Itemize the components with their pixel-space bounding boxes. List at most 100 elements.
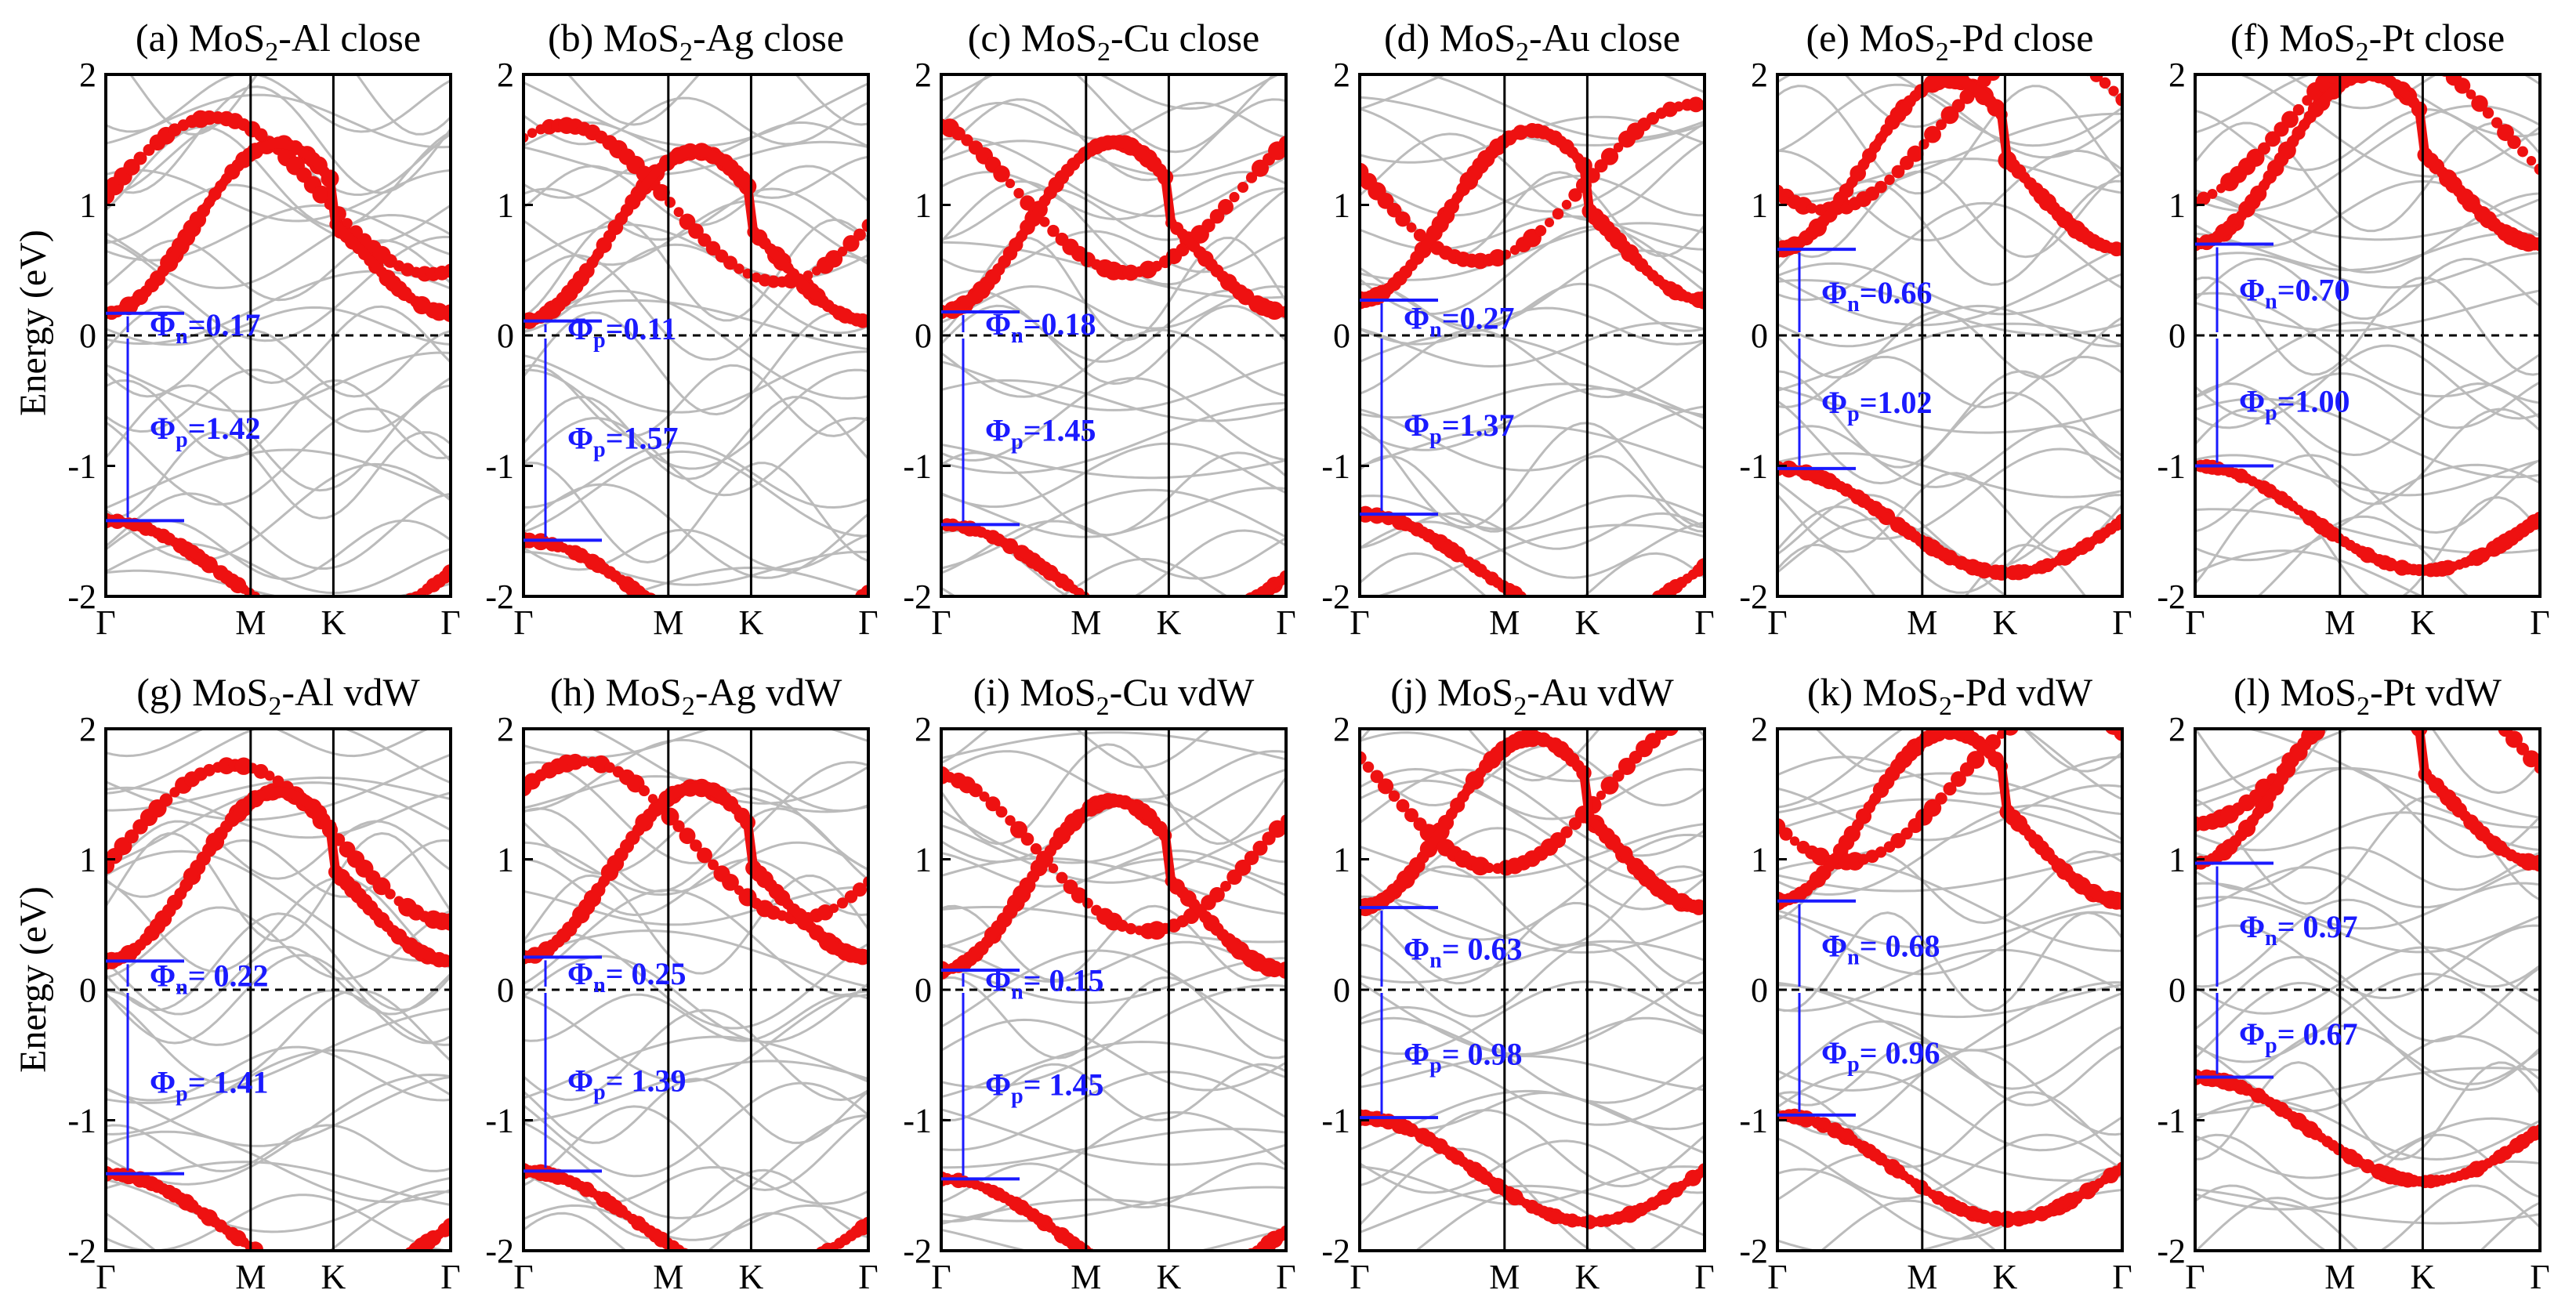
gray-band: [1777, 425, 2122, 489]
gray-band: [106, 328, 451, 398]
projected-point: [2526, 155, 2537, 166]
projected-point: [1112, 609, 1127, 624]
projected-point: [1234, 1255, 1246, 1267]
projected-point: [359, 615, 370, 626]
title-prefix: (g) MoS: [136, 670, 268, 714]
gray-band: [941, 976, 1286, 1060]
x-tick-label: Γ: [2530, 603, 2549, 642]
projected-point: [1119, 614, 1130, 625]
gray-band: [524, 841, 868, 896]
gray-band: [106, 1075, 451, 1147]
gray-band: [941, 360, 1286, 411]
gray-band: [524, 528, 868, 571]
x-tick-label: M: [2324, 603, 2355, 642]
gray-band: [941, 729, 1212, 769]
phi-p-symbol: Φ: [2239, 1016, 2265, 1052]
projected-point: [1226, 1257, 1242, 1273]
phi-p-subscript: p: [1429, 1054, 1442, 1078]
gray-band: [941, 328, 1286, 398]
projected-point: [1194, 1273, 1205, 1285]
projected-point: [1214, 608, 1231, 625]
gray-band: [2195, 321, 2540, 404]
gray-band: [1360, 405, 1705, 472]
panel-title: (b) MoS2-Ag close: [548, 16, 844, 67]
phi-p-symbol: Φ: [567, 1063, 593, 1099]
projected-point: [1221, 606, 1236, 621]
projected-point: [1596, 790, 1607, 800]
gray-band: [524, 441, 868, 509]
gray-band: [2195, 292, 2540, 398]
gray-band: [106, 492, 451, 570]
projected-point: [688, 223, 704, 239]
y-tick-label: -1: [67, 1102, 96, 1140]
projected-point: [783, 1265, 793, 1275]
projected-point: [1211, 613, 1223, 625]
projected-point: [712, 632, 726, 647]
gray-band: [1819, 1199, 1998, 1251]
projected-point: [277, 1259, 291, 1273]
x-tick-label: M: [1489, 603, 1520, 642]
y-tick-label: 1: [497, 187, 514, 225]
band-area: [2195, 729, 2540, 1251]
y-tick-label: -2: [485, 1232, 514, 1270]
projected-point: [673, 207, 684, 217]
projected-point: [1107, 1261, 1121, 1276]
y-tick-label: 2: [2168, 56, 2186, 94]
title-prefix: (a) MoS: [136, 16, 265, 60]
projected-point: [951, 126, 966, 141]
gray-band: [524, 140, 868, 176]
y-tick-label: -1: [1739, 447, 1768, 486]
phi-p-value: = 0.98: [1442, 1037, 1523, 1072]
x-tick-label: M: [653, 603, 683, 642]
y-tick-label: 1: [79, 841, 96, 879]
title-suffix: -Pd close: [1949, 16, 2094, 60]
projected-band: [1360, 125, 1705, 305]
phi-p-symbol: Φ: [985, 1067, 1011, 1103]
projected-point: [1135, 618, 1150, 633]
x-tick-label: Γ: [1767, 1258, 1787, 1296]
projected-point: [379, 604, 396, 621]
y-tick-label: 0: [1333, 971, 1350, 1009]
gray-band: [1360, 1139, 1705, 1194]
phi-n-subscript: n: [1847, 292, 1860, 317]
phi-p-subscript: p: [176, 428, 188, 452]
projected-point: [672, 820, 685, 832]
y-tick-label: 0: [497, 971, 514, 1009]
projected-point: [1388, 790, 1400, 802]
gray-band: [106, 729, 451, 795]
gray-band: [106, 384, 451, 492]
gray-band: [941, 1070, 1286, 1151]
x-tick-label: M: [235, 1258, 266, 1296]
y-tick-label: 1: [1333, 841, 1350, 879]
panel-title: (i) MoS2-Cu vdW: [973, 670, 1255, 721]
projected-point: [824, 250, 843, 268]
projected-band: [106, 786, 451, 966]
phi-n-symbol: Φ: [1821, 928, 1847, 963]
projected-point: [254, 128, 268, 142]
phi-p-symbol: Φ: [985, 413, 1011, 448]
title-suffix: -Al close: [278, 16, 421, 60]
gray-band: [941, 768, 1286, 864]
gray-band: [2195, 981, 2540, 1092]
phi-n-symbol: Φ: [985, 306, 1011, 342]
x-tick-label: M: [653, 1258, 683, 1296]
projected-point: [1377, 778, 1394, 795]
x-tick-label: M: [1907, 603, 1937, 642]
y-tick-label: 0: [1751, 971, 1768, 1009]
projected-point: [1527, 598, 1538, 609]
y-tick-label: 1: [497, 841, 514, 879]
phi-n-label: Φn= 0.63: [1404, 932, 1523, 973]
gray-band: [106, 945, 451, 1016]
projected-point: [443, 263, 451, 278]
projected-point: [979, 791, 990, 802]
band-area: [524, 74, 868, 647]
phi-p-symbol: Φ: [1821, 1035, 1847, 1070]
gray-band: [2195, 1024, 2540, 1085]
x-tick-label: Γ: [1350, 1258, 1369, 1296]
gray-band: [2195, 1034, 2540, 1113]
gray-band: [1360, 1058, 1705, 1126]
gray-band: [2195, 549, 2425, 596]
projected-point: [1220, 880, 1231, 892]
